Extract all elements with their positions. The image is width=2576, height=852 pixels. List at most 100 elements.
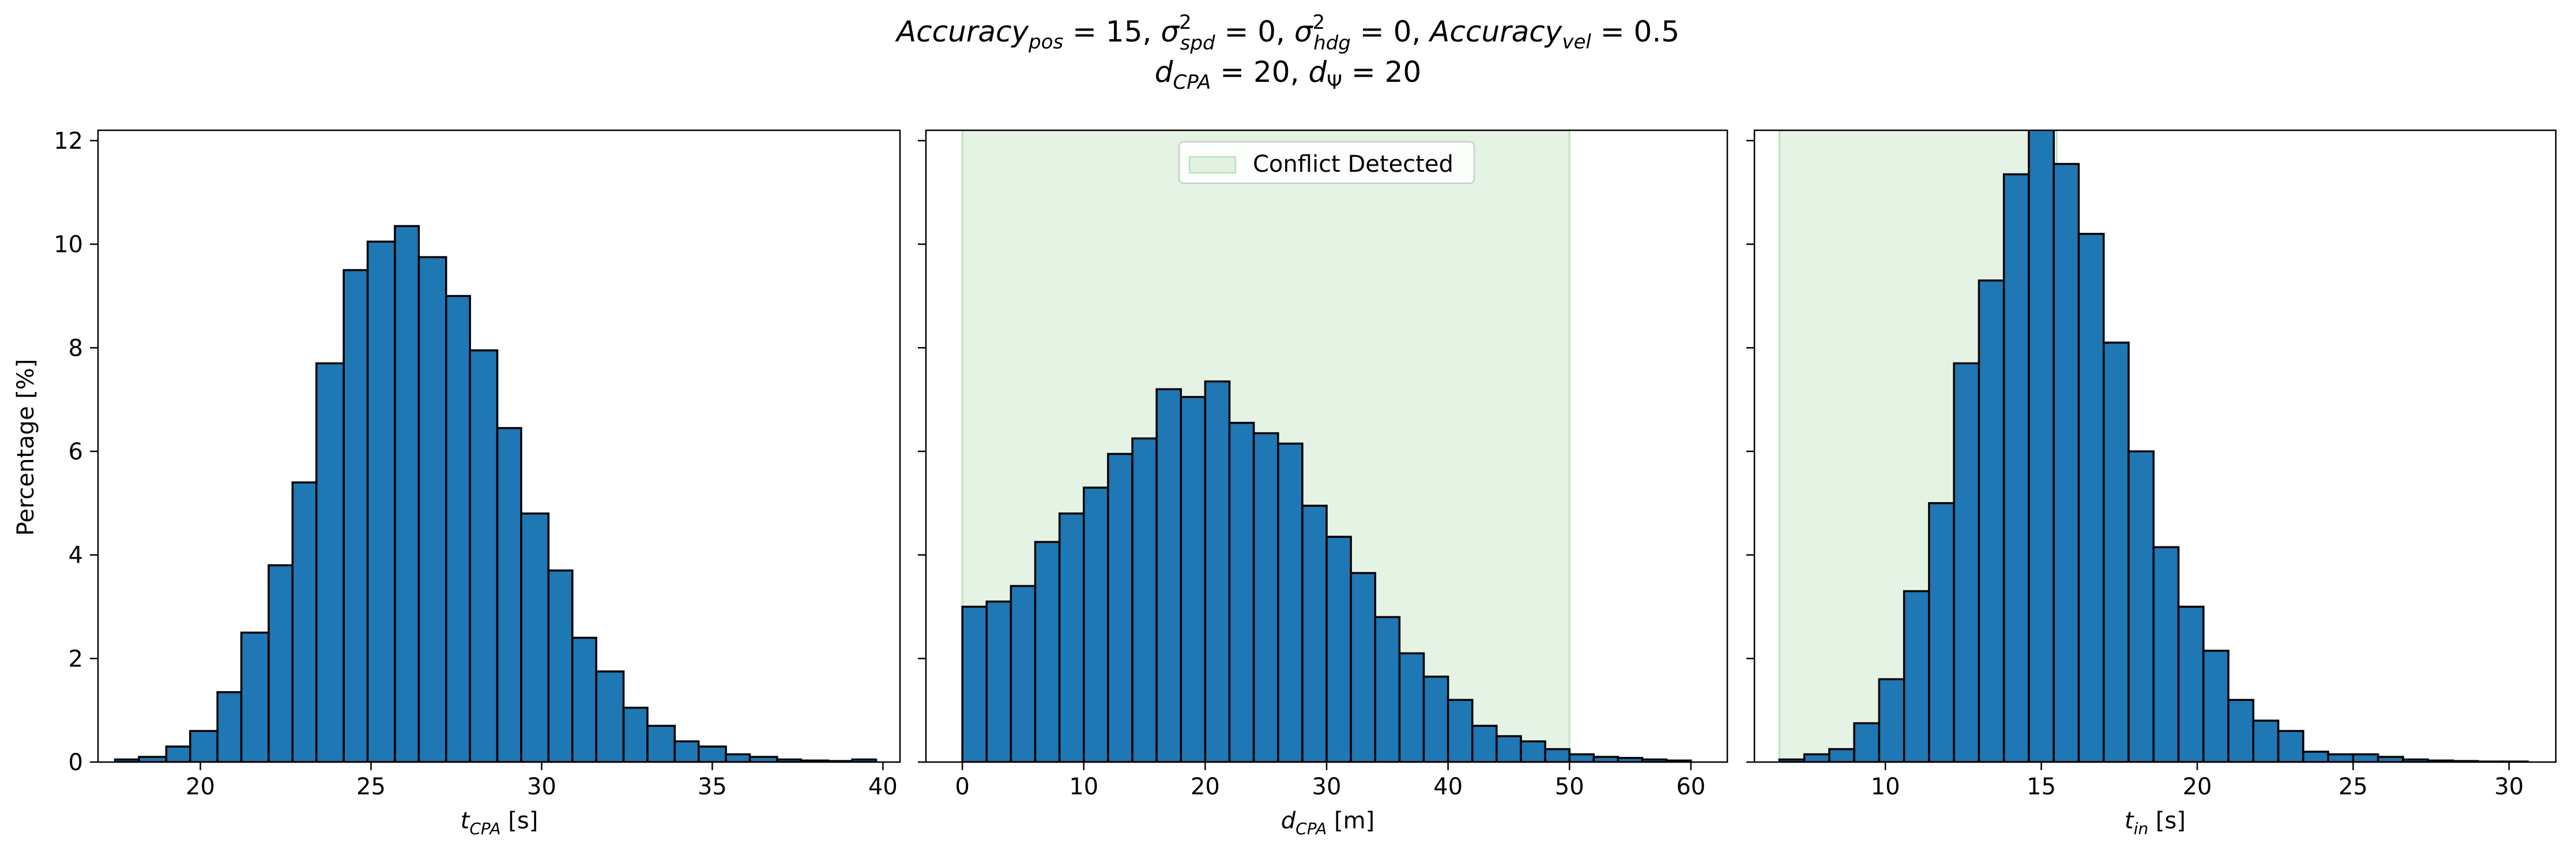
x-tick-label: 30 <box>527 774 556 800</box>
histogram-bar <box>1496 735 1522 762</box>
histogram-bar <box>2077 232 2105 762</box>
plot-area <box>114 225 878 762</box>
y-tick-label: 0 <box>69 749 83 776</box>
histogram-bar <box>2227 699 2255 762</box>
histogram-bar <box>1131 437 1158 762</box>
histogram-bar <box>1903 590 1930 762</box>
histogram-bar <box>445 295 471 762</box>
histogram-bar <box>520 512 550 762</box>
y-tick-label: 4 <box>69 542 83 569</box>
x-tick-label: 20 <box>2183 774 2212 800</box>
histogram-bar <box>216 691 243 762</box>
axes-frame <box>97 129 901 763</box>
histogram-bar <box>1180 395 1207 762</box>
histogram-bar <box>1228 421 1255 762</box>
histogram-bar <box>2028 130 2055 762</box>
x-tick-label: 40 <box>868 774 898 800</box>
histogram-bar <box>1010 585 1037 762</box>
x-tick-label: 30 <box>2494 774 2524 800</box>
legend-label: Conflict Detected <box>1253 151 1453 178</box>
histogram-bar <box>1878 678 1905 762</box>
histogram-bar <box>2177 605 2205 762</box>
histogram-bar <box>1034 541 1061 762</box>
histogram-bar <box>1252 432 1279 762</box>
y-tick-label: 12 <box>54 128 83 154</box>
histogram-bar <box>1853 722 1881 762</box>
x-tick-label: 35 <box>698 774 727 800</box>
histogram-bar <box>2002 173 2030 762</box>
histogram-bar <box>291 481 318 762</box>
histogram-bar <box>1953 362 1980 762</box>
histogram-bar <box>622 706 649 762</box>
figure-title-line2: dCPA = 20, dΨ = 20 <box>1155 55 1421 94</box>
histogram-bar <box>2252 719 2280 762</box>
x-axis-label-t-in: tin [s] <box>2125 808 2186 838</box>
y-tick-label: 2 <box>69 646 83 672</box>
y-tick-label: 6 <box>69 439 83 465</box>
histogram-bar <box>2277 730 2304 762</box>
histogram-bar <box>268 564 294 762</box>
histogram-bar <box>1828 748 1855 762</box>
histogram-bar <box>1350 572 1376 762</box>
histogram-bar <box>1978 279 2005 762</box>
x-tick-label: 10 <box>1069 774 1098 800</box>
histogram-bar <box>1155 388 1182 762</box>
histogram-bar <box>394 225 420 762</box>
panel-t-cpa: 20 25 30 35 40 0 2 4 6 8 10 12 <box>54 128 901 800</box>
histogram-bar <box>1058 512 1085 762</box>
histogram-bar <box>646 725 676 762</box>
histogram-bar <box>1592 756 1620 762</box>
histogram-bar <box>1665 759 1692 762</box>
x-tick-label: 50 <box>1555 774 1584 800</box>
histogram-bar <box>547 569 574 762</box>
x-tick-label: 40 <box>1433 774 1463 800</box>
histogram-bar <box>1083 487 1109 762</box>
histogram-bar <box>595 670 625 762</box>
x-tick-label: 10 <box>1871 774 1900 800</box>
figure-title-line1: Accuracypos = 15, σ2 spd = 0, σ2 hdg = 0, … <box>895 11 1679 55</box>
x-tick-label: 20 <box>186 774 215 800</box>
y-axis-label: Percentage [%] <box>13 359 39 536</box>
histogram-bar <box>342 269 369 762</box>
histogram-bar <box>961 605 988 762</box>
y-tick-label: 8 <box>69 335 83 361</box>
histogram-bar <box>1568 753 1595 762</box>
histogram-bar <box>417 256 447 762</box>
histogram-bar <box>2327 753 2355 762</box>
axes-frame <box>1753 129 2557 763</box>
histogram-bar <box>1803 753 1831 762</box>
x-axis-label-t-cpa: tCPA [s] <box>461 808 538 838</box>
histogram-bar <box>2152 546 2180 762</box>
histogram-bar <box>2127 450 2155 762</box>
histogram-bar <box>1471 725 1498 762</box>
histogram-bar <box>748 756 778 762</box>
histogram-bar <box>1422 676 1449 762</box>
histogram-bar <box>1928 502 1955 762</box>
histogram-bar <box>725 753 751 762</box>
histogram-bar <box>2352 753 2379 762</box>
histogram-bar <box>1520 740 1546 762</box>
histogram-bar <box>1204 380 1231 762</box>
histogram-bar <box>496 427 522 762</box>
legend-swatch <box>1188 156 1237 174</box>
histogram-bar <box>1325 536 1352 762</box>
histogram-bar <box>240 631 270 762</box>
histogram-bar <box>1544 748 1571 762</box>
histogram-bar <box>571 636 597 762</box>
histogram-bar <box>366 240 396 762</box>
histogram-bar <box>1301 504 1328 762</box>
histogram-bar <box>1277 442 1304 762</box>
histogram-bar <box>138 756 168 762</box>
x-tick-label: 60 <box>1676 774 1705 800</box>
histogram-bar <box>2302 751 2329 762</box>
histogram-bar <box>1107 453 1133 762</box>
plot-area <box>1778 130 2529 762</box>
x-tick-label: 25 <box>356 774 386 800</box>
histogram-bar <box>2052 163 2080 762</box>
histogram-bar <box>2103 341 2130 762</box>
x-tick-label: 30 <box>1312 774 1342 800</box>
x-axis-label-d-cpa: dCPA [m] <box>1281 808 1374 838</box>
legend: Conflict Detected <box>1178 141 1475 184</box>
histogram-bar <box>469 349 499 762</box>
